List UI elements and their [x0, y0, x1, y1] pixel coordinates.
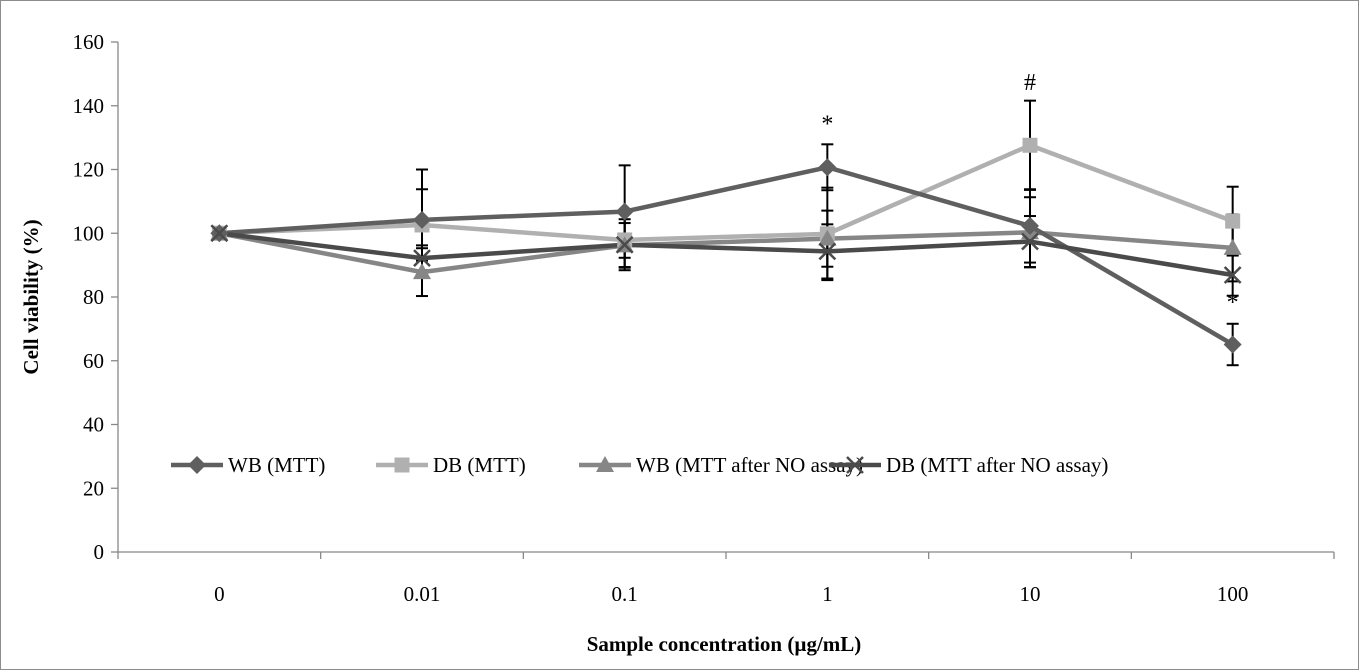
- data-point: [413, 210, 431, 229]
- marker-stroke: [1021, 232, 1039, 251]
- y-tick-label: 100: [73, 221, 105, 245]
- data-point: [1223, 238, 1242, 255]
- data-point: [1021, 232, 1039, 251]
- marker-stroke: [1223, 266, 1242, 284]
- y-tick-label: 40: [83, 413, 104, 437]
- legend-label: WB (MTT): [228, 453, 325, 477]
- x-tick-label: 0: [214, 582, 225, 606]
- x-tick-label: 10: [1020, 582, 1041, 606]
- x-tick-label: 1: [822, 582, 833, 606]
- data-point: [1021, 216, 1039, 235]
- legend-entry: WB (MTT after NO assay): [579, 453, 863, 477]
- data-point: [413, 263, 431, 280]
- series-line: [218, 230, 1233, 275]
- legend-label: WB (MTT after NO assay): [636, 453, 863, 477]
- x-tick-label: 0.1: [612, 582, 638, 606]
- legend: WB (MTT) DB (MTT) WB (MTT after NO assay) D…: [171, 453, 1108, 477]
- data-point: [615, 202, 634, 221]
- series-lines: [218, 143, 1234, 347]
- legend-marker: [188, 456, 206, 474]
- series-line: [219, 165, 1234, 347]
- data-point: [615, 235, 634, 254]
- data-point: [1223, 335, 1242, 354]
- significance-mark: *: [821, 111, 833, 137]
- series-markers: [210, 137, 1242, 354]
- series-line: [219, 231, 1234, 278]
- data-point: [1223, 266, 1242, 284]
- marker-stroke: [413, 249, 431, 267]
- y-tick-label: 20: [83, 476, 104, 500]
- y-tick-label: 80: [83, 285, 104, 309]
- data-point: [1225, 213, 1241, 229]
- y-tick-label: 60: [83, 349, 104, 373]
- significance-annotations: * # *: [821, 70, 1238, 316]
- significance-mark: *: [1227, 290, 1239, 316]
- legend-entry: DB (MTT after NO assay): [829, 453, 1108, 477]
- data-point: [818, 158, 837, 177]
- y-axis-title: Cell viability (%): [19, 219, 43, 374]
- data-point: [818, 242, 837, 261]
- marker-stroke: [615, 235, 634, 254]
- y-tick-label: 160: [73, 30, 105, 54]
- data-point: [1022, 137, 1038, 153]
- x-tick-label: 0.01: [404, 582, 441, 606]
- x-tick-label: 100: [1217, 582, 1249, 606]
- legend-entry: WB (MTT): [171, 453, 325, 477]
- y-tick-label: 0: [94, 540, 105, 564]
- data-point: [210, 224, 229, 243]
- axes: 0 20 40 60 80 100 120 140 160 0 0.01 0.1 1 10 100: [73, 30, 1335, 606]
- legend-marker: [846, 456, 864, 474]
- legend-label: DB (MTT after NO assay): [886, 453, 1108, 477]
- y-tick-label: 140: [73, 94, 105, 118]
- x-axis-title: Sample concentration (µg/mL): [587, 632, 862, 656]
- marker-stroke: [846, 456, 864, 474]
- data-point: [818, 229, 837, 246]
- data-point: [413, 249, 431, 267]
- marker-stroke: [210, 224, 229, 243]
- legend-entry: DB (MTT): [376, 453, 526, 477]
- legend-marker: [394, 457, 410, 473]
- series-line: [219, 143, 1234, 243]
- marker-stroke: [818, 242, 837, 261]
- significance-mark: #: [1024, 70, 1036, 96]
- legend-marker: [596, 456, 614, 472]
- legend-label: DB (MTT): [433, 453, 526, 477]
- y-tick-label: 120: [73, 158, 105, 182]
